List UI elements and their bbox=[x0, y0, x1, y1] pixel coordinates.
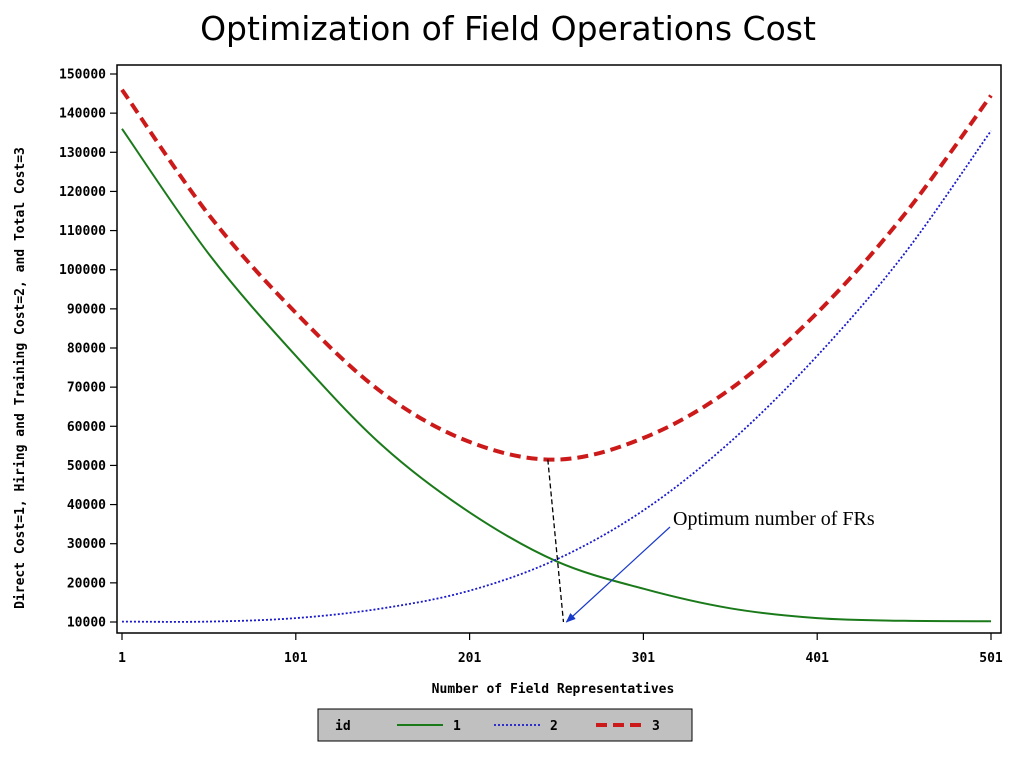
y-axis-ticks: 10000 20000 30000 40000 50000 60000 70000 80000… bbox=[59, 68, 117, 631]
y-tick-label: 60000 bbox=[67, 420, 106, 435]
y-tick-label: 150000 bbox=[59, 68, 106, 83]
legend-title: id bbox=[335, 719, 351, 734]
legend-label-2: 2 bbox=[550, 719, 558, 734]
x-axis-ticks: 1 101 201 301 401 501 bbox=[118, 633, 1003, 666]
x-tick-label: 301 bbox=[632, 651, 656, 666]
legend: id 1 2 3 bbox=[317, 708, 693, 742]
x-tick-label: 201 bbox=[458, 651, 482, 666]
y-tick-label: 100000 bbox=[59, 263, 106, 278]
y-tick-label: 40000 bbox=[67, 498, 106, 513]
y-tick-label: 30000 bbox=[67, 537, 106, 552]
y-tick-label: 50000 bbox=[67, 459, 106, 474]
y-tick-label: 110000 bbox=[59, 224, 106, 239]
x-tick-label: 401 bbox=[805, 651, 829, 666]
y-tick-label: 130000 bbox=[59, 146, 106, 161]
y-tick-label: 120000 bbox=[59, 185, 106, 200]
series-line-3 bbox=[120, 88, 993, 462]
x-axis-label: Number of Field Representatives bbox=[432, 682, 675, 697]
x-tick-label: 101 bbox=[284, 651, 308, 666]
annotation-text: Optimum number of FRs bbox=[673, 508, 875, 530]
y-tick-label: 80000 bbox=[67, 342, 106, 357]
x-tick-label: 1 bbox=[118, 651, 126, 666]
legend-label-3: 3 bbox=[652, 719, 660, 734]
y-tick-label: 90000 bbox=[67, 302, 106, 317]
y-tick-label: 140000 bbox=[59, 107, 106, 122]
annotation-arrow bbox=[565, 526, 671, 623]
y-tick-label: 70000 bbox=[67, 381, 106, 396]
x-tick-label: 501 bbox=[979, 651, 1003, 666]
optimum-marker-line bbox=[547, 459, 565, 623]
legend-label-1: 1 bbox=[453, 719, 461, 734]
y-tick-label: 20000 bbox=[67, 576, 106, 591]
series-line-1 bbox=[121, 128, 992, 623]
y-tick-label: 10000 bbox=[67, 616, 106, 631]
series-layer bbox=[120, 88, 993, 623]
y-axis-label: Direct Cost=1, Hiring and Training Cost=… bbox=[13, 147, 28, 609]
legend-box bbox=[317, 708, 693, 742]
plot-frame bbox=[116, 64, 1002, 634]
series-line-2 bbox=[121, 130, 992, 623]
chart-title: Optimization of Field Operations Cost bbox=[200, 9, 816, 48]
